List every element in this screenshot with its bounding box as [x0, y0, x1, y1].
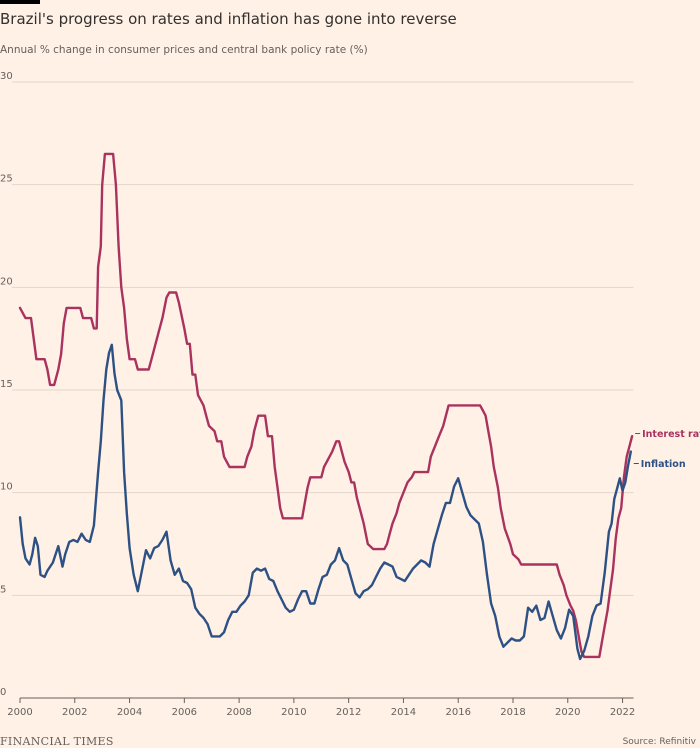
y-tick-label: 30 — [0, 71, 13, 82]
x-tick-label: 2022 — [610, 707, 635, 718]
interest-rates-line — [18, 152, 634, 659]
inflation-line — [18, 343, 632, 661]
x-tick-label: 2012 — [336, 707, 361, 718]
brand-bar — [0, 0, 40, 4]
x-tick-label: 2016 — [445, 707, 470, 718]
x-tick-label: 2010 — [281, 707, 306, 718]
x-tick-label: 2008 — [226, 707, 251, 718]
y-tick-label: 20 — [0, 276, 13, 287]
y-tick-label: 15 — [0, 379, 13, 390]
y-tick-label: 10 — [0, 482, 13, 493]
y-tick-label: 0 — [0, 687, 6, 698]
source-note: Source: Refinitiv — [622, 737, 696, 747]
x-tick-label: 2006 — [172, 707, 197, 718]
y-tick-label: 25 — [0, 174, 13, 185]
chart-subtitle: Annual % change in consumer prices and c… — [0, 44, 368, 56]
x-tick-label: 2002 — [62, 707, 87, 718]
inflation-label: Inflation — [641, 459, 686, 470]
x-tick-label: 2000 — [7, 707, 32, 718]
y-tick-label: 5 — [0, 584, 6, 595]
x-tick-label: 2004 — [117, 707, 142, 718]
interest-rates-label: Interest rates — [642, 429, 700, 440]
x-tick-label: 2020 — [555, 707, 580, 718]
chart-title: Brazil's progress on rates and inflation… — [0, 10, 457, 28]
x-tick-label: 2014 — [391, 707, 416, 718]
ft-logo: FINANCIAL TIMES — [0, 735, 114, 748]
x-tick-label: 2018 — [500, 707, 525, 718]
